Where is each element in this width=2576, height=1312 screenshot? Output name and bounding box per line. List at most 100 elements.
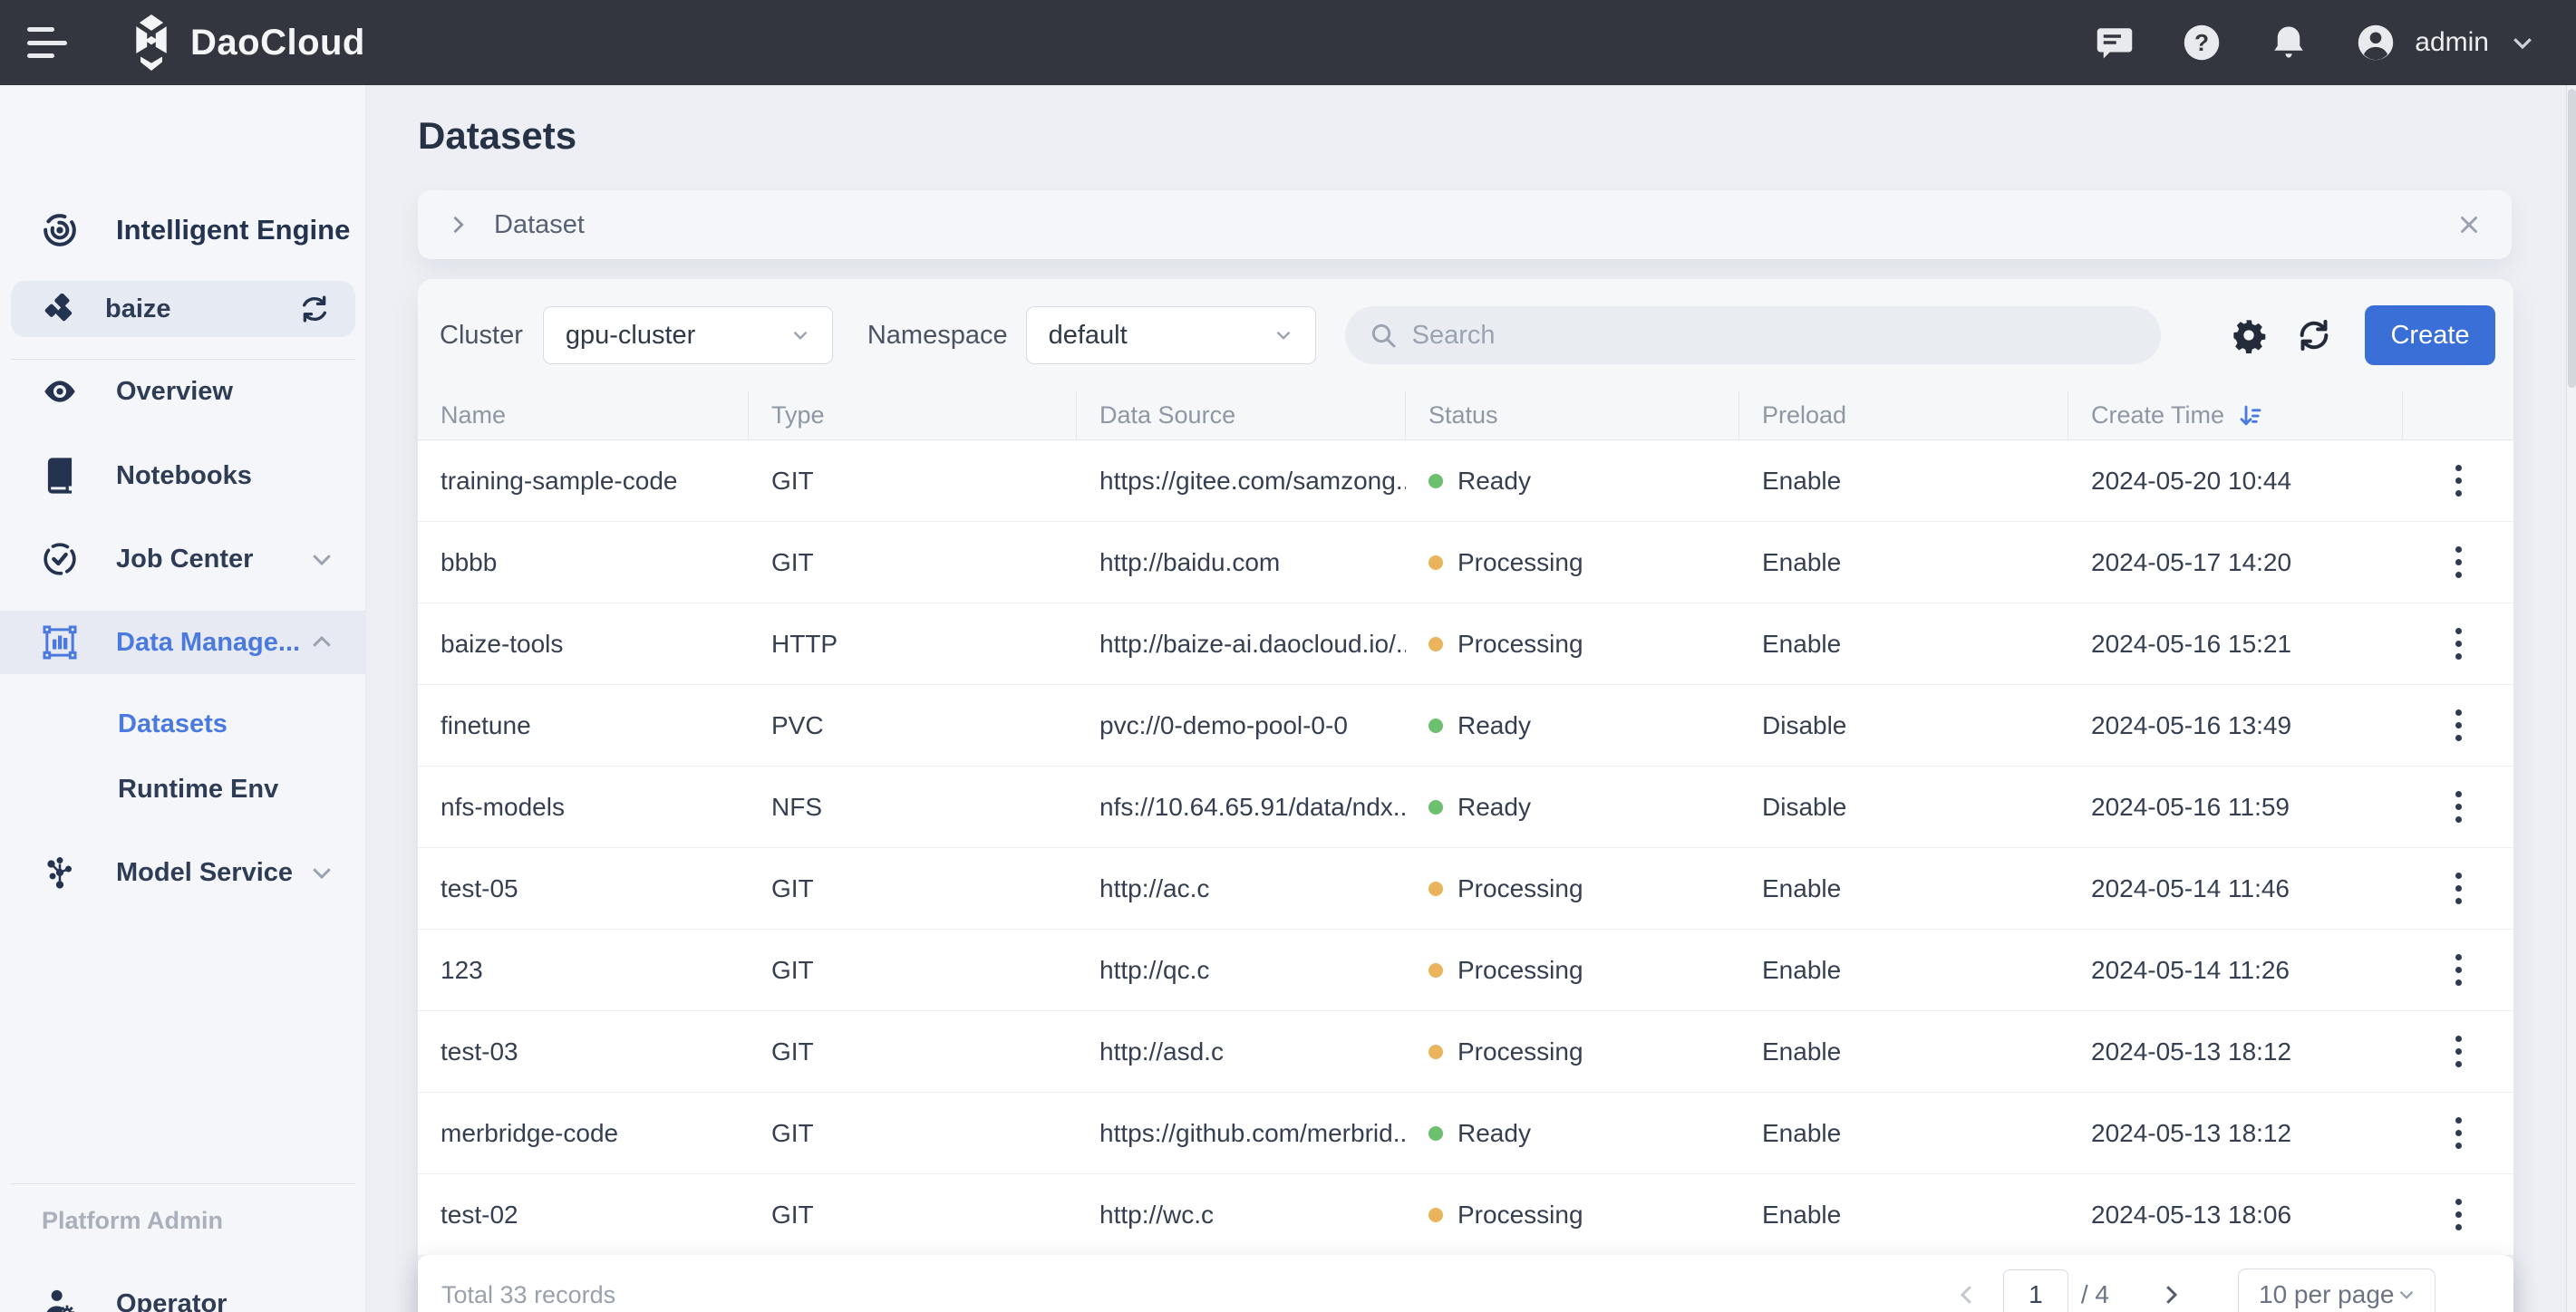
close-icon[interactable]	[2455, 211, 2483, 238]
cell-create-time: 2024-05-20 10:44	[2091, 466, 2292, 495]
row-actions-kebab-icon[interactable]	[2441, 700, 2476, 750]
settings-gear-icon[interactable]	[2229, 315, 2269, 355]
cell-preload: Enable	[1762, 547, 1842, 576]
cell-status: Processing	[1406, 848, 1739, 929]
table-row[interactable]: test-05 GIT http://ac.c Processing Enabl…	[418, 848, 2513, 930]
sort-descending-icon[interactable]	[2237, 402, 2264, 429]
cell-name[interactable]: training-sample-code	[441, 466, 678, 495]
column-header-type[interactable]: Type	[749, 391, 1077, 439]
sidebar-item-job-center[interactable]: Job Center	[0, 531, 366, 587]
status-text: Processing	[1457, 955, 1583, 984]
sidebar-item-operator[interactable]: Operator	[0, 1276, 366, 1312]
cell-data-source: nfs://10.64.65.91/data/ndx...	[1099, 792, 1406, 821]
column-header-data-source[interactable]: Data Source	[1077, 391, 1406, 439]
cell-actions	[2403, 767, 2513, 847]
breadcrumb-expand-icon[interactable]	[445, 212, 470, 237]
status-dot	[1428, 881, 1443, 896]
scrollbar-thumb[interactable]	[2568, 89, 2576, 388]
cell-data-source: http://asd.c	[1099, 1037, 1224, 1066]
menu-toggle-icon[interactable]	[27, 27, 67, 58]
next-page-icon[interactable]	[2151, 1275, 2191, 1312]
cell-data-source: pvc://0-demo-pool-0-0	[1099, 710, 1348, 739]
cell-type: GIT	[771, 873, 814, 902]
refresh-icon[interactable]	[2294, 315, 2334, 355]
topbar-actions: ? admin	[2096, 24, 2536, 62]
chat-icon[interactable]	[2096, 24, 2134, 62]
create-button[interactable]: Create	[2365, 305, 2495, 365]
workspace-selector[interactable]: baize	[11, 281, 355, 337]
cell-name[interactable]: bbbb	[441, 547, 498, 576]
sidebar-subitem-label: Runtime Env	[118, 774, 279, 804]
table-row[interactable]: training-sample-code GIT https://gitee.c…	[418, 440, 2513, 522]
workspace-switch-icon[interactable]	[299, 294, 330, 324]
page-title: Datasets	[418, 114, 577, 157]
sidebar-item-runtime-env[interactable]: Runtime Env	[0, 765, 366, 814]
row-actions-kebab-icon[interactable]	[2441, 1027, 2476, 1076]
sidebar-item-data-management[interactable]: Data Manage...	[0, 611, 366, 674]
cell-name[interactable]: test-02	[441, 1200, 518, 1229]
row-actions-kebab-icon[interactable]	[2441, 537, 2476, 587]
sidebar-item-notebooks[interactable]: Notebooks	[0, 448, 366, 504]
table-footer: Total 33 records / 4 10 per page	[418, 1255, 2513, 1312]
cell-name[interactable]: merbridge-code	[441, 1118, 619, 1147]
table-row[interactable]: test-03 GIT http://asd.c Processing Enab…	[418, 1011, 2513, 1093]
previous-page-icon[interactable]	[1947, 1275, 1987, 1312]
cell-name[interactable]: finetune	[441, 710, 531, 739]
user-menu[interactable]: admin	[2357, 24, 2536, 62]
row-actions-kebab-icon[interactable]	[2441, 619, 2476, 669]
table-row[interactable]: finetune PVC pvc://0-demo-pool-0-0 Ready…	[418, 685, 2513, 767]
book-icon	[42, 458, 78, 494]
vertical-scrollbar[interactable]	[2566, 85, 2576, 1312]
column-header-create-time[interactable]: Create Time	[2068, 391, 2403, 439]
cell-name[interactable]: test-05	[441, 873, 518, 902]
column-header-name[interactable]: Name	[418, 391, 749, 439]
namespace-select[interactable]: default	[1025, 306, 1316, 364]
cluster-label: Cluster	[440, 320, 523, 350]
per-page-select[interactable]: 10 per page	[2238, 1269, 2436, 1312]
table-row[interactable]: merbridge-code GIT https://github.com/me…	[418, 1093, 2513, 1174]
status-text: Processing	[1457, 547, 1583, 576]
table-row[interactable]: baize-tools HTTP http://baize-ai.daoclou…	[418, 603, 2513, 685]
cell-name[interactable]: 123	[441, 955, 483, 984]
cell-preload: Enable	[1762, 629, 1842, 658]
cell-actions	[2403, 440, 2513, 521]
row-actions-kebab-icon[interactable]	[2441, 945, 2476, 995]
cell-name[interactable]: baize-tools	[441, 629, 564, 658]
cell-data-source: http://baidu.com	[1099, 547, 1281, 576]
table-row[interactable]: bbbb GIT http://baidu.com Processing Ena…	[418, 522, 2513, 603]
cell-actions	[2403, 603, 2513, 684]
cell-preload: Enable	[1762, 873, 1842, 902]
row-actions-kebab-icon[interactable]	[2441, 1108, 2476, 1158]
sidebar-item-model-service[interactable]: Model Service	[0, 844, 366, 901]
notifications-bell-icon[interactable]	[2270, 24, 2308, 62]
row-actions-kebab-icon[interactable]	[2441, 456, 2476, 506]
cell-name[interactable]: test-03	[441, 1037, 518, 1066]
table-row[interactable]: nfs-models NFS nfs://10.64.65.91/data/nd…	[418, 767, 2513, 848]
sidebar-item-datasets[interactable]: Datasets	[0, 699, 366, 748]
breadcrumb: Dataset	[418, 190, 2512, 259]
cell-type: GIT	[771, 547, 814, 576]
model-service-icon	[42, 854, 78, 891]
table-row[interactable]: 123 GIT http://qc.c Processing Enable 20…	[418, 930, 2513, 1011]
search-placeholder: Search	[1411, 320, 1496, 350]
help-icon[interactable]: ?	[2183, 24, 2221, 62]
row-actions-kebab-icon[interactable]	[2441, 1190, 2476, 1240]
cluster-select[interactable]: gpu-cluster	[542, 306, 833, 364]
datasets-card: Cluster gpu-cluster Namespace default Se…	[418, 279, 2513, 1312]
table-header: Name Type Data Source Status Preload Cre…	[418, 391, 2513, 440]
column-header-status[interactable]: Status	[1406, 391, 1739, 439]
platform-admin-label: Platform Admin	[42, 1207, 224, 1234]
cell-name[interactable]: nfs-models	[441, 792, 565, 821]
page-number-input[interactable]	[2002, 1269, 2068, 1312]
column-header-preload[interactable]: Preload	[1739, 391, 2068, 439]
status-text: Ready	[1457, 792, 1531, 821]
row-actions-kebab-icon[interactable]	[2441, 782, 2476, 832]
cell-type: GIT	[771, 1037, 814, 1066]
sidebar-item-overview[interactable]: Overview	[0, 363, 366, 420]
sidebar-item-label: Model Service	[116, 857, 294, 887]
row-actions-kebab-icon[interactable]	[2441, 863, 2476, 913]
search-input[interactable]: Search	[1344, 306, 2161, 364]
avatar	[2357, 24, 2395, 62]
cell-actions	[2403, 1174, 2513, 1255]
table-row[interactable]: test-02 GIT http://wc.c Processing Enabl…	[418, 1174, 2513, 1256]
